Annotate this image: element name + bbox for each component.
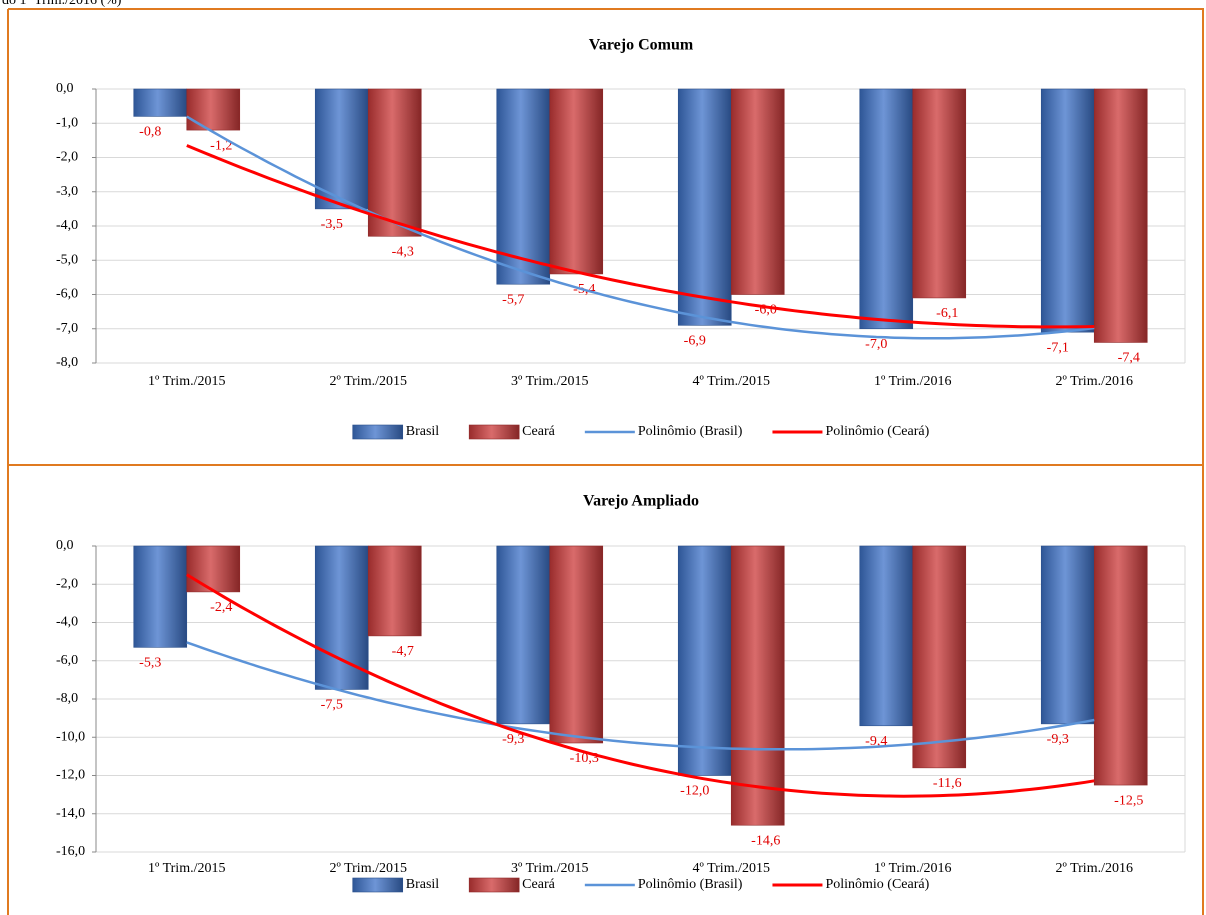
value-label: -9,3 <box>1047 732 1069 747</box>
bar <box>549 88 604 275</box>
bar <box>367 88 422 237</box>
value-label: -11,6 <box>933 776 962 791</box>
legend-label: Polinômio (Brasil) <box>638 424 743 439</box>
legend-label: Polinômio (Ceará) <box>825 424 929 439</box>
legend-swatch <box>352 424 404 440</box>
bar <box>677 88 732 326</box>
value-label: -6,1 <box>936 306 958 321</box>
value-label: -2,4 <box>210 600 232 615</box>
x-tick-label: 4º Trim./2015 <box>693 861 770 876</box>
y-tick-label: -8,0 <box>56 691 78 706</box>
y-tick-label: -2,0 <box>56 150 78 165</box>
y-tick-label: -14,0 <box>56 806 85 821</box>
header: do 1º Trim./2016 (%) <box>2 0 122 8</box>
legend-label: Brasil <box>406 877 440 892</box>
x-tick-label: 1º Trim./2015 <box>148 861 225 876</box>
value-label: -1,2 <box>210 138 232 153</box>
y-tick-label: -6,0 <box>56 287 78 302</box>
bar <box>730 545 785 826</box>
y-tick-label: 0,0 <box>56 81 74 96</box>
x-tick-label: 4º Trim./2015 <box>693 374 770 389</box>
bar <box>677 545 732 776</box>
value-label: -4,7 <box>392 644 414 659</box>
bar <box>314 545 369 690</box>
value-label: -7,4 <box>1118 351 1140 366</box>
x-tick-label: 3º Trim./2015 <box>511 861 588 876</box>
bar <box>912 545 967 769</box>
value-label: -4,3 <box>392 244 414 259</box>
legend-swatch <box>468 424 520 440</box>
x-tick-label: 1º Trim./2015 <box>148 374 225 389</box>
value-label: -14,6 <box>751 833 780 848</box>
legend-swatch <box>468 877 520 893</box>
legend-swatch <box>352 877 404 893</box>
bar <box>496 88 551 285</box>
y-tick-label: 0,0 <box>56 538 74 553</box>
bar <box>186 545 241 593</box>
value-label: -0,8 <box>139 125 161 140</box>
value-label: -12,0 <box>680 784 709 799</box>
bar <box>1093 88 1148 343</box>
y-tick-label: -6,0 <box>56 653 78 668</box>
x-tick-label: 3º Trim./2015 <box>511 374 588 389</box>
legend: Brasil Ceará Polinômio (Brasil) Polinômio (… <box>352 424 930 440</box>
bar <box>314 88 369 210</box>
bar <box>730 88 785 295</box>
x-tick-label: 2º Trim./2015 <box>330 861 407 876</box>
legend: Brasil Ceará Polinômio (Brasil) Polinômio (… <box>352 877 930 893</box>
x-tick-label: 2º Trim./2016 <box>1056 374 1133 389</box>
trendline <box>186 144 1095 329</box>
value-label: -6,9 <box>684 334 706 349</box>
y-tick-label: -8,0 <box>56 355 78 370</box>
value-label: -9,3 <box>502 732 524 747</box>
panel-border <box>7 8 1204 915</box>
y-tick-label: -5,0 <box>56 252 78 267</box>
bar <box>186 88 241 131</box>
y-tick-label: -4,0 <box>56 218 78 233</box>
y-tick-label: -16,0 <box>56 844 85 859</box>
bar <box>859 88 914 330</box>
trendline <box>186 115 1095 340</box>
y-tick-label: -10,0 <box>56 729 85 744</box>
trendline <box>186 573 1095 798</box>
bar <box>859 545 914 727</box>
value-label: -5,7 <box>502 292 524 307</box>
bar <box>133 545 188 648</box>
trendline <box>186 641 1095 751</box>
x-tick-label: 1º Trim./2016 <box>874 374 951 389</box>
chart-title: Varejo Comum <box>589 37 694 54</box>
y-tick-label: -4,0 <box>56 615 78 630</box>
y-tick-label: -7,0 <box>56 321 78 336</box>
legend-label: Brasil <box>406 424 440 439</box>
y-tick-label: -2,0 <box>56 576 78 591</box>
chart-title: Varejo Ampliado <box>583 493 699 510</box>
bar <box>133 88 188 117</box>
y-tick-label: -1,0 <box>56 115 78 130</box>
y-tick-label: -12,0 <box>56 768 85 783</box>
y-tick-label: -3,0 <box>56 184 78 199</box>
bar <box>496 545 551 725</box>
x-tick-label: 2º Trim./2015 <box>330 374 407 389</box>
bar <box>1040 88 1095 333</box>
value-label: -7,5 <box>321 698 343 713</box>
bar <box>912 88 967 299</box>
legend-label: Polinômio (Brasil) <box>638 877 743 892</box>
x-tick-label: 2º Trim./2016 <box>1056 861 1133 876</box>
bar <box>367 545 422 637</box>
bar <box>1040 545 1095 725</box>
value-label: -5,3 <box>139 656 161 671</box>
value-label: -3,5 <box>321 217 343 232</box>
bar <box>1093 545 1148 786</box>
legend-label: Ceará <box>522 877 555 892</box>
legend-label: Polinômio (Ceará) <box>825 877 929 892</box>
value-label: -12,5 <box>1114 793 1143 808</box>
x-tick-label: 1º Trim./2016 <box>874 861 951 876</box>
value-label: -7,1 <box>1047 340 1069 355</box>
legend-label: Ceará <box>522 424 555 439</box>
bar <box>549 545 604 744</box>
value-label: -7,0 <box>865 337 887 352</box>
